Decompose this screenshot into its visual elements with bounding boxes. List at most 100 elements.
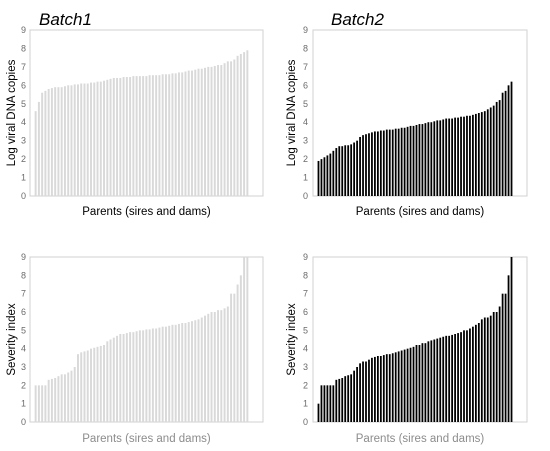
batch2-viral-dna-bar bbox=[436, 120, 439, 196]
batch2-severity-bar bbox=[474, 324, 477, 422]
batch1-viral-dna-bar bbox=[129, 77, 132, 196]
batch2-severity-bar bbox=[510, 257, 513, 422]
batch1-severity-bar bbox=[164, 326, 167, 422]
batch2-viral-dna-bar bbox=[480, 112, 483, 196]
batch2-severity-bar bbox=[347, 375, 350, 422]
batch2-viral-dna-bar bbox=[463, 116, 465, 196]
batch2-severity-bar bbox=[341, 378, 344, 422]
batch2-severity-bar bbox=[433, 339, 436, 422]
batch2-viral-dna-bar bbox=[421, 124, 424, 196]
batch2-severity-bar bbox=[442, 336, 445, 422]
batch2-viral-dna-bar bbox=[353, 142, 356, 196]
batch1-severity-bar bbox=[44, 385, 47, 422]
batch2-viral-dna-y-tick: 2 bbox=[303, 154, 308, 164]
batch2-severity-bar bbox=[335, 379, 338, 422]
batch1-viral-dna-bar bbox=[44, 90, 47, 196]
batch1-severity-bar bbox=[194, 320, 197, 422]
batch2-viral-dna-bar bbox=[486, 109, 489, 196]
batch2-severity-y-tick: 0 bbox=[303, 417, 308, 427]
batch1-severity-y-tick: 9 bbox=[21, 252, 26, 262]
batch1-severity-bar bbox=[41, 385, 44, 422]
batch1-viral-dna-bar bbox=[155, 75, 158, 196]
batch2-viral-dna-bar bbox=[362, 135, 364, 196]
batch1-viral-dna-bar bbox=[103, 80, 106, 196]
batch1-viral-dna-y-tick: 2 bbox=[21, 154, 26, 164]
batch1-viral-dna-chart: 0 1 2 3 4 5 6 7 8 9 Log viral DNA copies Parents (s… bbox=[6, 25, 264, 218]
batch2-viral-dna-bar bbox=[347, 145, 350, 196]
batch2-viral-dna-bar bbox=[368, 133, 370, 196]
batch2-severity-y-tick: 2 bbox=[303, 380, 308, 390]
batch2-severity-bar bbox=[439, 337, 442, 422]
batch1-viral-dna-bar bbox=[67, 85, 70, 196]
batch2-viral-dna-bar bbox=[430, 122, 433, 196]
batch2-severity-bar bbox=[371, 357, 373, 422]
batch1-viral-dna-bar bbox=[151, 75, 154, 196]
batch2-viral-dna-y-tick: 4 bbox=[303, 117, 308, 127]
batch2-severity-bar bbox=[365, 361, 367, 422]
batch1-severity-bar bbox=[138, 330, 141, 422]
batch2-viral-dna-bar bbox=[394, 128, 397, 196]
batch1-severity-bar bbox=[73, 367, 76, 422]
batch2-severity-bar bbox=[477, 323, 480, 422]
batch1-viral-dna-bar bbox=[122, 77, 125, 196]
batch1-severity-bar bbox=[207, 313, 210, 422]
batch1-severity-bar bbox=[148, 329, 151, 422]
batch2-severity-bar bbox=[480, 319, 483, 422]
batch2-severity-bar bbox=[353, 370, 356, 422]
batch1-viral-dna-bar bbox=[54, 87, 57, 196]
batch1-viral-dna-bar bbox=[230, 61, 233, 196]
batch2-viral-dna-bar bbox=[371, 132, 373, 196]
batch2-severity-y-tick: 6 bbox=[303, 307, 308, 317]
batch2-severity-bar bbox=[320, 385, 323, 422]
batch2-severity-bar bbox=[495, 312, 498, 422]
batch1-severity-bar bbox=[236, 284, 239, 422]
batch2-severity-bar bbox=[466, 330, 468, 422]
batch1-viral-dna-bar bbox=[204, 67, 206, 196]
batch2-viral-dna-bar bbox=[460, 116, 462, 196]
batch2-severity-bar bbox=[448, 335, 451, 422]
batch2-severity-bar bbox=[436, 338, 439, 422]
batch1-severity-bar bbox=[220, 310, 223, 422]
batch1-viral-dna-bar bbox=[106, 79, 109, 196]
batch1-viral-dna-bar bbox=[187, 70, 190, 196]
batch1-severity-bar bbox=[217, 310, 220, 422]
batch2-severity-bar bbox=[385, 354, 388, 422]
batch2-viral-dna-bar bbox=[326, 155, 329, 196]
batch1-viral-dna-bar bbox=[41, 92, 44, 196]
batch1-severity-y-axis-label: Severity index bbox=[6, 303, 18, 375]
batch1-severity-bar bbox=[142, 330, 145, 422]
batch1-viral-dna-bar bbox=[83, 83, 86, 196]
batch1-viral-dna-bar bbox=[34, 111, 37, 196]
batch2-viral-dna-bar bbox=[317, 160, 320, 196]
batch2-severity-bar bbox=[406, 348, 409, 422]
batch1-severity-bar bbox=[187, 322, 190, 422]
batch2-severity-bar bbox=[329, 385, 332, 422]
batch2-viral-dna-bar bbox=[359, 136, 361, 196]
batch1-viral-dna-bar bbox=[148, 75, 151, 196]
batch1-viral-dna-bar bbox=[168, 74, 171, 196]
batch1-viral-dna-bar bbox=[93, 82, 96, 196]
batch2-severity-bar bbox=[486, 317, 489, 422]
batch2-viral-dna-y-axis-label: Log viral DNA copies bbox=[286, 59, 298, 166]
batch2-viral-dna-bar bbox=[454, 117, 456, 196]
batch1-severity-bar bbox=[210, 312, 213, 422]
batch2-viral-dna-bar bbox=[477, 113, 480, 196]
batch1-severity-bar bbox=[125, 333, 128, 422]
batch1-severity-bar bbox=[145, 329, 148, 422]
batch1-viral-dna-y-tick: 0 bbox=[21, 191, 26, 201]
batch2-viral-dna-y-tick: 8 bbox=[303, 43, 308, 53]
batch1-severity-bar bbox=[174, 324, 177, 422]
batch1-severity-bar bbox=[63, 374, 66, 422]
batch2-viral-dna-bar bbox=[466, 115, 468, 196]
batch2-severity-bar bbox=[415, 345, 418, 422]
batch1-severity-bar bbox=[34, 385, 37, 422]
batch2-severity-bar bbox=[454, 334, 456, 422]
batch1-severity-bar bbox=[99, 345, 102, 422]
batch2-severity-bar bbox=[483, 317, 486, 422]
batch1-viral-dna-bar bbox=[109, 78, 112, 196]
batch2-viral-dna-bar bbox=[400, 127, 403, 196]
batch1-severity-bar bbox=[132, 332, 135, 422]
batch1-viral-dna-bar bbox=[181, 72, 184, 196]
batch2-viral-dna-bar bbox=[483, 111, 486, 196]
batch1-severity-bar bbox=[129, 332, 132, 422]
